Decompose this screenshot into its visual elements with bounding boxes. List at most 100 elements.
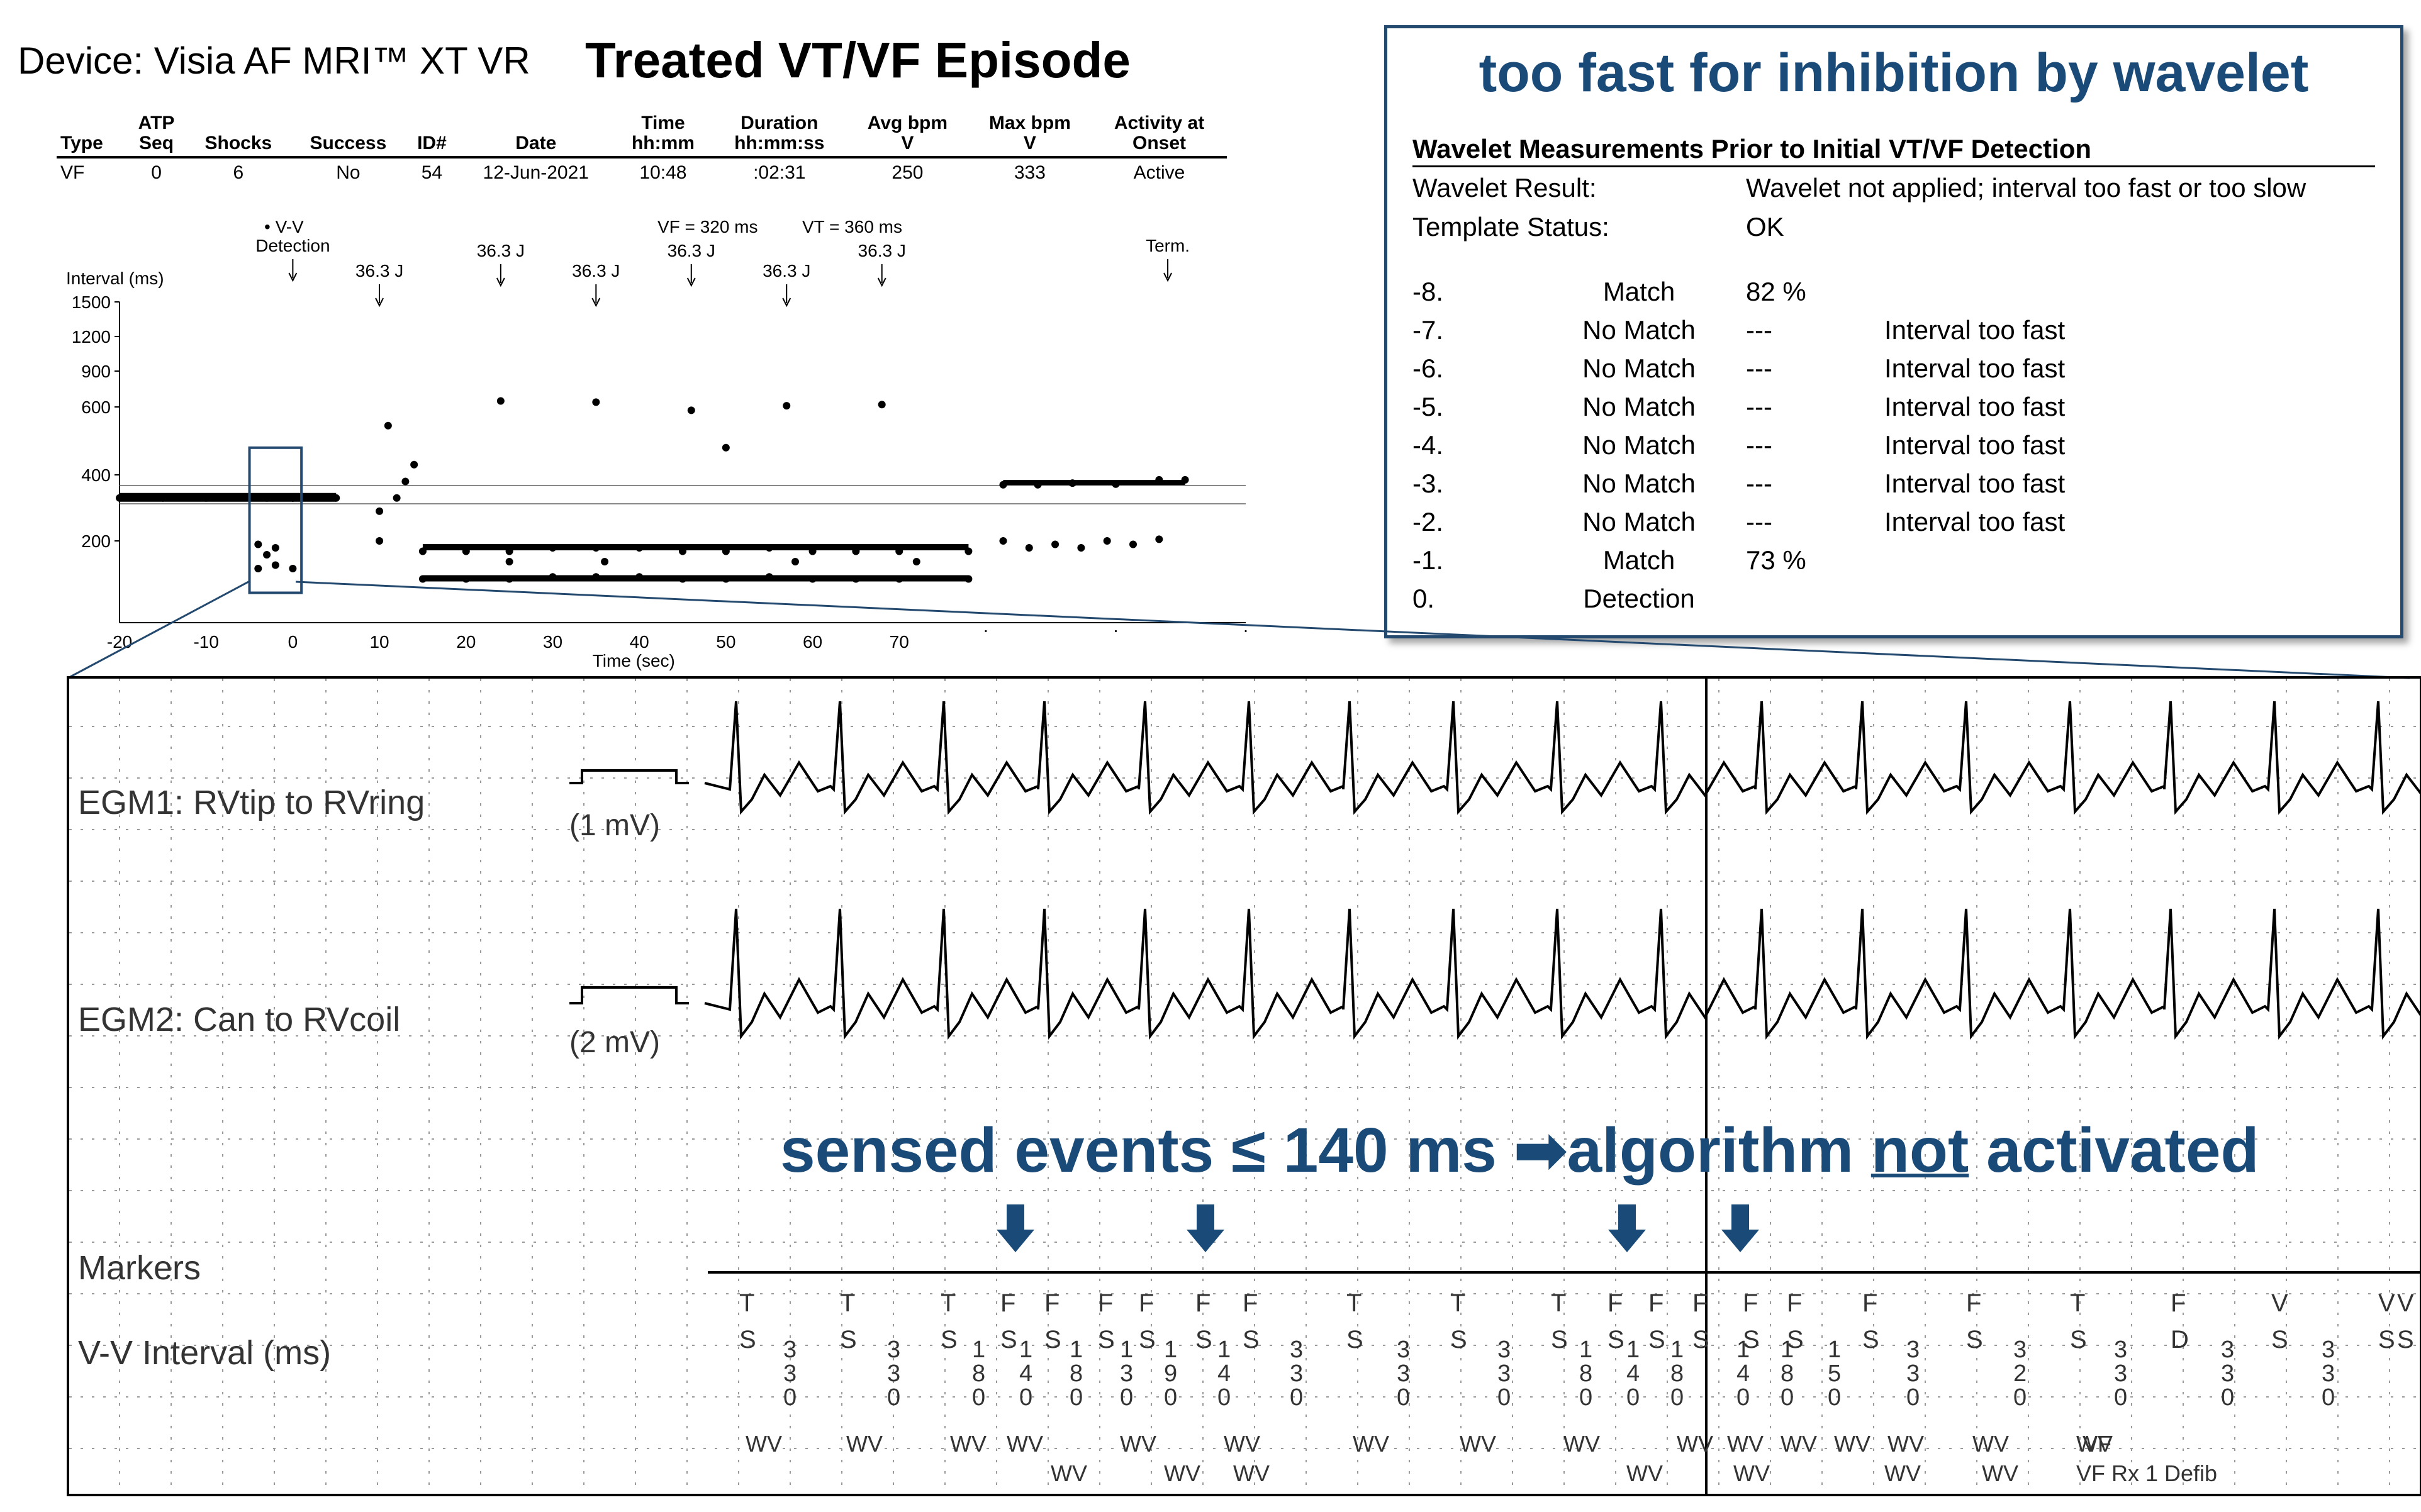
- wavelet-match-5: No Match: [1582, 469, 1696, 498]
- summary-header-9: Max bpm V: [968, 113, 1092, 158]
- marker-top: F: [1000, 1289, 1016, 1317]
- wv-marker-lower: WV: [1051, 1460, 1087, 1486]
- marker-bottom: S: [1648, 1326, 1665, 1354]
- summary-header-1: ATP Seq: [126, 113, 187, 158]
- marker-bottom: D: [2171, 1326, 2189, 1354]
- wavelet-note-5: Interval too fast: [1884, 469, 2066, 498]
- data-point-detection: [263, 551, 271, 559]
- data-point-post-shock: [410, 460, 418, 469]
- interval-chart: 1500 1200 900 600 400 200 -20 -10 0 10 20 30 40 50 60 7…: [66, 217, 1248, 670]
- interval-digit: 0: [1120, 1384, 1134, 1411]
- strip-frame: [67, 676, 2421, 1496]
- interval-digit: 0: [1828, 1384, 1842, 1411]
- interval-digit: 3: [1497, 1337, 1511, 1363]
- data-point-post-shock: [384, 421, 392, 430]
- wv-marker: WV: [846, 1431, 883, 1457]
- chart-axes: 1500 1200 900 600 400 200 -20 -10 0 10 20 30 40 50 60 7…: [66, 217, 1248, 670]
- y-tick-label: 400: [81, 465, 111, 485]
- interval-digit: 3: [2322, 1360, 2335, 1387]
- annotation-not: not: [1870, 1115, 1969, 1186]
- interval-digit: 0: [1781, 1384, 1794, 1411]
- summary-cell-3: No: [336, 162, 361, 183]
- summary-header-10: Activity at Onset: [1092, 113, 1227, 158]
- chart-events: Detection 36.3 J 36.3 J 36.3 J 36.3 J 36.3 J 3…: [255, 236, 1190, 308]
- wv-marker-lower: WV: [1982, 1460, 2018, 1486]
- interval-digit: 3: [2114, 1337, 2128, 1363]
- x-tick-label: 60: [803, 632, 822, 652]
- summary-cell-6: 10:48: [639, 162, 687, 183]
- data-point-post-term: [1129, 540, 1137, 548]
- data-point-post-term: [1025, 544, 1033, 552]
- annotation-middle: algorithm: [1567, 1115, 1871, 1186]
- wavelet-note-1: Interval too fast: [1884, 315, 2066, 345]
- x-tick-label: 40: [630, 632, 649, 652]
- data-point-detection: [271, 544, 279, 552]
- egm-strip: [67, 676, 2421, 1496]
- data-point-baseline: [159, 494, 167, 502]
- page-title: Treated VT/VF Episode: [585, 32, 1131, 88]
- egm1-trace: [704, 701, 2421, 815]
- summary-header-4: ID#: [406, 113, 458, 158]
- down-arrow-icon: [1608, 1204, 1646, 1252]
- interval-digit: 0: [1906, 1384, 1920, 1411]
- zoom-line-right: [295, 581, 2410, 679]
- egm2-label: EGM2: Can to RVcoil: [78, 1001, 401, 1038]
- wavelet-match-4: No Match: [1582, 430, 1696, 460]
- marker-top: V: [2271, 1289, 2288, 1317]
- data-point-detection: [254, 540, 262, 548]
- vf-upper-band: [422, 544, 969, 550]
- wv-marker: WV: [2076, 1431, 2113, 1457]
- interval-digit: 0: [1217, 1384, 1231, 1411]
- marker-bottom: S: [1862, 1326, 1879, 1354]
- summary-cell-9: 333: [1014, 162, 1046, 183]
- x-tick-label: 20: [456, 632, 476, 652]
- event-label: 36.3 J: [572, 261, 620, 281]
- wavelet-note-2: Interval too fast: [1884, 353, 2066, 383]
- wv-marker: VF: [2083, 1431, 2112, 1457]
- interval-digit: 3: [1497, 1360, 1511, 1387]
- summary-cell-4: 54: [421, 162, 443, 183]
- interval-digit: 0: [1070, 1384, 1083, 1411]
- interval-digit: 1: [1626, 1337, 1640, 1363]
- data-point-post-shock: [601, 558, 609, 565]
- interval-digit: 3: [1120, 1360, 1134, 1387]
- event-label: 36.3 J: [355, 261, 403, 281]
- interval-digit: 4: [1626, 1360, 1640, 1387]
- x-tick-label: -20: [107, 632, 132, 652]
- interval-digit: 3: [2221, 1360, 2235, 1387]
- wv-marker: WV: [1727, 1431, 1764, 1457]
- data-point-post-shock: [376, 537, 384, 545]
- data-point-post-term: [1077, 544, 1085, 552]
- marker-top: F: [1692, 1289, 1708, 1317]
- event-arrowhead: [591, 297, 601, 308]
- data-point-post-shock: [791, 558, 799, 565]
- marker-bottom: S: [2271, 1326, 2288, 1354]
- event-arrowhead: [375, 297, 384, 308]
- data-point-post-shock: [393, 494, 401, 502]
- markers-label: Markers: [78, 1249, 201, 1287]
- summary-header-8: Avg bpm V: [847, 113, 968, 158]
- data-point-post-term: [999, 537, 1007, 545]
- zoom-line-left: [67, 581, 249, 679]
- data-point-baseline: [332, 494, 340, 502]
- arrow-right-icon: ➡: [1514, 1115, 1567, 1186]
- wavelet-match-0: Match: [1602, 277, 1675, 306]
- wavelet-n-7: -1.: [1412, 545, 1444, 575]
- marker-top: F: [1607, 1289, 1623, 1317]
- interval-digit: 9: [1164, 1360, 1178, 1387]
- wv-marker-lower: WV: [1733, 1460, 1770, 1486]
- interval-digit: 8: [1070, 1360, 1083, 1387]
- interval-digit: 1: [972, 1337, 986, 1363]
- x-axis-label: Time (sec): [593, 651, 675, 670]
- wv-marker: WV: [746, 1431, 782, 1457]
- marker-bottom: S: [2397, 1326, 2414, 1354]
- interval-digit: 3: [1397, 1360, 1411, 1387]
- interval-digit: 0: [1290, 1384, 1304, 1411]
- vt-threshold-label: VT = 360 ms: [802, 217, 902, 236]
- wavelet-n-0: -8.: [1412, 277, 1444, 306]
- marker-top: F: [1195, 1289, 1211, 1317]
- data-point-baseline: [116, 494, 123, 502]
- wavelet-n-1: -7.: [1412, 315, 1444, 345]
- interval-digit: 3: [2322, 1337, 2335, 1363]
